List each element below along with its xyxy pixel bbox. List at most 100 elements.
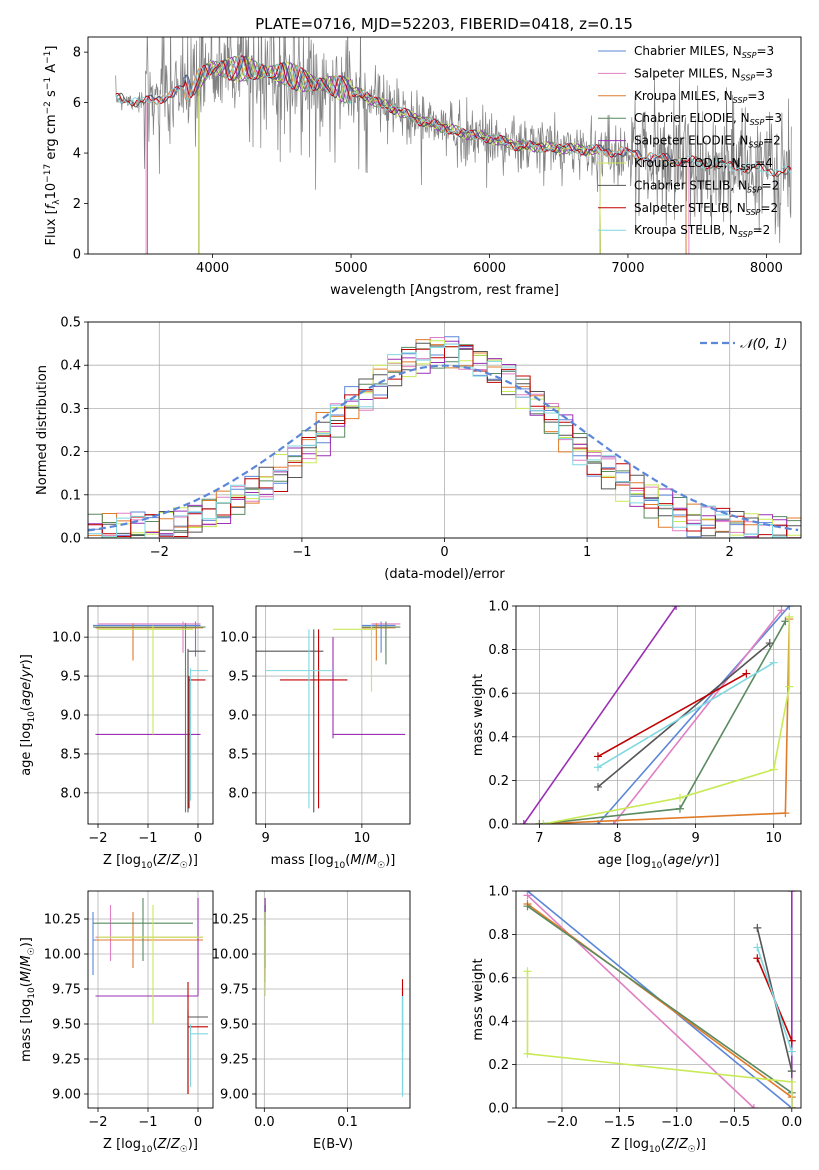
x-tick-label: −2.0 (546, 1115, 578, 1130)
y-axis-label: mass [log10​(M/M☉​)] (19, 937, 37, 1062)
x-tick-label: 0 (194, 831, 202, 846)
x-axis-label: wavelength [Angstrom, rest frame] (330, 283, 559, 298)
hist-salpeter-stelib (88, 345, 801, 538)
axes-frame (87, 605, 214, 825)
legend-suffix: =3 (764, 111, 782, 125)
legend-text: Chabrier ELODIE, N (634, 111, 750, 125)
x-tick-label: −1 (292, 545, 311, 560)
plot-area (88, 336, 801, 538)
label-part: Z (170, 853, 181, 868)
point-salpeter-stelib (280, 629, 348, 809)
y-tick-label: 1.0 (488, 885, 509, 900)
series-line (597, 642, 771, 788)
x-tick-label: 0 (194, 1115, 202, 1130)
panel-age_vs_mass: 9 10 8.0 8.5 9.0 9.5 10.0 mass [log10​(M/M☉​)] (220, 605, 411, 871)
label-part: )] (19, 654, 34, 664)
point-salpeter-stelib (188, 676, 206, 809)
y-tick-label: 0.2 (488, 1058, 509, 1073)
label-part: ( (19, 706, 34, 711)
legend-text: Salpeter MILES, N (634, 66, 741, 80)
series-line (597, 662, 775, 768)
label-part: 10 (141, 1145, 153, 1155)
y-tick-label: 8.5 (60, 747, 81, 762)
legend-text: Kroupa MILES, N (634, 89, 733, 103)
marker (523, 902, 532, 911)
label-part: Flux [ (44, 209, 59, 245)
marker (753, 943, 762, 952)
axes-frame (87, 36, 802, 255)
series-line (597, 672, 747, 758)
x-tick-label: 0.1 (337, 1115, 358, 1130)
y-tick-label: 10.00 (212, 948, 249, 963)
x-tick-label: 7000 (611, 261, 644, 276)
label-part: 10 (27, 987, 37, 999)
y-tick-label: 8.0 (60, 786, 81, 801)
marker (675, 804, 684, 813)
series-line (523, 606, 677, 824)
point-salpeter-stelib (187, 982, 208, 1094)
marker (593, 763, 602, 772)
legend-text: Chabrier MILES, N (634, 44, 742, 58)
model-chabrier-elodie (198, 55, 601, 254)
x-axis-label: mass [log10​(M/M☉​)] (271, 853, 396, 871)
legend-suffix: =2 (760, 201, 778, 215)
point-kroupa-miles (361, 623, 396, 661)
label-part: f (44, 202, 59, 209)
model-chabrier-stelib (115, 55, 792, 177)
legend-text: Salpeter ELODIE, N (634, 134, 748, 148)
x-tick-label: 10 (765, 831, 782, 846)
y-tick-label: 2 (73, 197, 81, 212)
label-part: yr (695, 853, 711, 868)
label-part: )] (188, 1137, 198, 1152)
axes-frame (515, 890, 802, 1109)
y-tick-label: 0 (73, 248, 81, 263)
label-part: / (19, 966, 34, 971)
y-tick-label: 10.0 (220, 631, 249, 646)
label-part: / (166, 1137, 171, 1152)
x-tick-label: −1 (138, 1115, 157, 1130)
series-chabrier-stelib (593, 639, 774, 791)
plot-area (523, 891, 796, 1108)
y-tick-label: 10.0 (52, 631, 81, 646)
y-tick-label: 9.00 (52, 1088, 81, 1103)
marker (787, 1047, 796, 1056)
x-tick-label: 10 (354, 831, 371, 846)
label-part: )] (188, 853, 198, 868)
legend-label: Kroupa STELIB, NSSP=2 (634, 223, 770, 239)
series-salpeter-stelib (593, 669, 751, 761)
label-part: / (362, 853, 367, 868)
point-salpeter-elodie (95, 898, 199, 997)
point-kroupa-stelib (265, 629, 333, 809)
legend-suffix: =2 (763, 134, 781, 148)
label-part: )] (696, 1137, 706, 1152)
point-chabrier-elodie (361, 621, 401, 665)
series-kroupa-stelib (753, 943, 796, 1056)
label-part: )] (385, 853, 395, 868)
y-tick-label: 0.2 (60, 445, 81, 460)
y-axis-label: age [log10​(age/yr)] (19, 654, 37, 776)
y-tick-label: 9.5 (60, 670, 81, 685)
marker (787, 1104, 796, 1108)
series-chabrier-elodie (523, 902, 796, 1108)
legend-sub: SSP (750, 118, 765, 127)
x-tick-label: 4000 (196, 261, 229, 276)
legend-label: Chabrier MILES, NSSP=3 (634, 44, 774, 60)
marker (785, 612, 794, 621)
point-chabrier-stelib (187, 648, 206, 813)
point-salpeter-miles (95, 905, 203, 961)
model-salpeter-elodie (198, 56, 601, 254)
marker (785, 682, 794, 691)
y-tick-label: 9.5 (228, 670, 249, 685)
label-part: 10 (334, 861, 346, 871)
label-part: age (667, 853, 691, 868)
plot-area (115, 37, 792, 254)
label-part: ] (44, 46, 59, 51)
label-part: λ (52, 199, 62, 205)
label-part: age (19, 682, 34, 706)
x-tick-label: −2 (88, 1115, 107, 1130)
panel-residuals: −2 −1 0 1 2 0.0 0.1 0.2 0.3 0.4 0.5 (data-model)/er… (35, 316, 802, 582)
series-line (526, 971, 793, 1108)
figure-title: PLATE=0716, MJD=52203, FIBERID=0418, z=0… (255, 15, 633, 33)
